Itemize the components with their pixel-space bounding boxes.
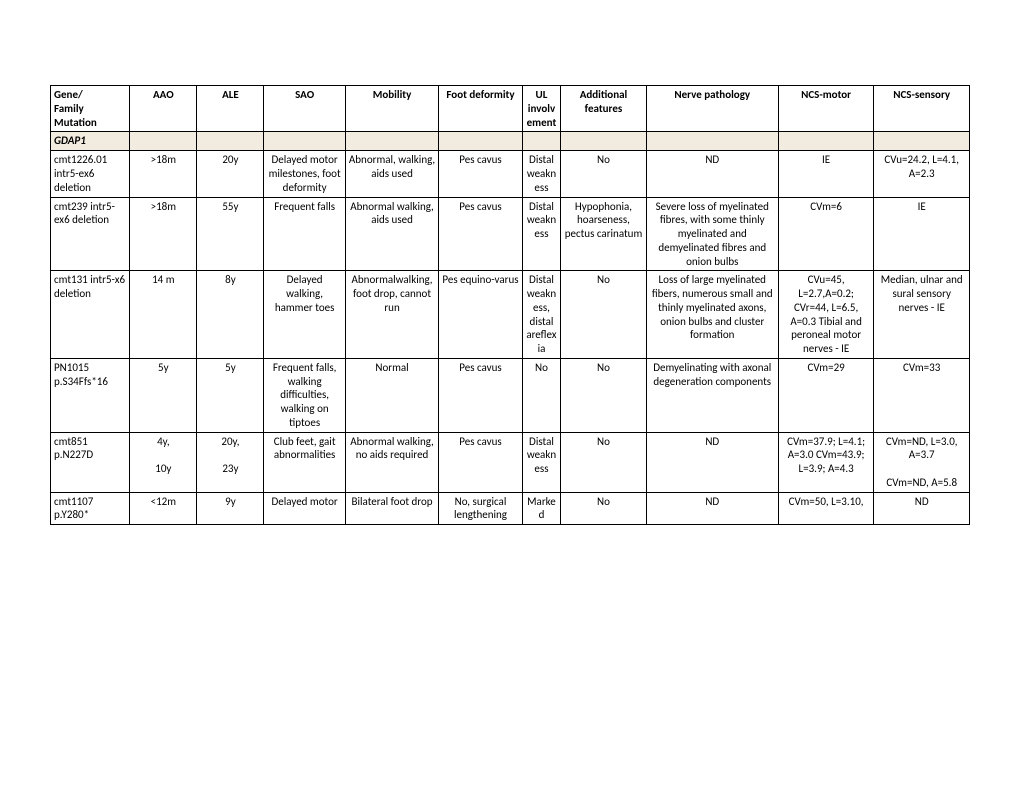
table-row: cmt131 intr5-x6 deletion14 m8yDelayed wa… bbox=[51, 271, 970, 359]
table-cell: cmt131 intr5-x6 deletion bbox=[51, 271, 130, 359]
table-row: cmt851 p.N227D4y,10y20y,23yClub feet, ga… bbox=[51, 432, 970, 492]
table-cell: CVu=45, L=2.7,A=0.2; CVr=44, L=6.5, A=0.… bbox=[778, 271, 874, 359]
column-header: Gene/FamilyMutation bbox=[51, 86, 130, 132]
table-cell: 5y bbox=[130, 358, 197, 432]
column-header: SAO bbox=[264, 86, 345, 132]
column-header: ALE bbox=[197, 86, 264, 132]
table-cell: Demyelinating with axonal degeneration c… bbox=[646, 358, 778, 432]
section-empty-cell bbox=[197, 132, 264, 151]
table-cell: >18m bbox=[130, 151, 197, 197]
table-cell: No bbox=[561, 492, 646, 525]
table-cell: ND bbox=[646, 432, 778, 492]
table-cell: Bilateral foot drop bbox=[345, 492, 439, 525]
table-cell: Hypophonia, hoarseness, pectus carinatum bbox=[561, 197, 646, 271]
table-cell: Distal weakness bbox=[522, 432, 561, 492]
column-header: Foot deformity bbox=[439, 86, 522, 132]
table-cell: IE bbox=[778, 151, 874, 197]
table-cell: 4y,10y bbox=[130, 432, 197, 492]
table-cell: No bbox=[561, 358, 646, 432]
table-cell: Club feet, gait abnormalities bbox=[264, 432, 345, 492]
column-header: UL involvement bbox=[522, 86, 561, 132]
table-cell: CVm=6 bbox=[778, 197, 874, 271]
table-cell: 20y,23y bbox=[197, 432, 264, 492]
table-cell: 55y bbox=[197, 197, 264, 271]
section-empty-cell bbox=[778, 132, 874, 151]
table-cell: Delayed motor milestones, foot deformity bbox=[264, 151, 345, 197]
table-cell: IE bbox=[874, 197, 970, 271]
section-empty-cell bbox=[345, 132, 439, 151]
table-cell: ND bbox=[646, 492, 778, 525]
table-cell: 20y bbox=[197, 151, 264, 197]
table-cell: Severe loss of myelinated fibres, with s… bbox=[646, 197, 778, 271]
table-cell: Frequent falls bbox=[264, 197, 345, 271]
section-empty-cell bbox=[561, 132, 646, 151]
table-cell: 8y bbox=[197, 271, 264, 359]
section-empty-cell bbox=[522, 132, 561, 151]
table-cell: Pes cavus bbox=[439, 432, 522, 492]
section-row: GDAP1 bbox=[51, 132, 970, 151]
table-cell: Abnormal walking, no aids required bbox=[345, 432, 439, 492]
table-cell: Abnormal, walking, aids used bbox=[345, 151, 439, 197]
table-cell: CVm=37.9; L=4.1; A=3.0 CVm=43.9; L=3.9; … bbox=[778, 432, 874, 492]
table-cell: No, surgical lengthening bbox=[439, 492, 522, 525]
table-cell: ND bbox=[646, 151, 778, 197]
table-cell: CVm=33 bbox=[874, 358, 970, 432]
table-cell: ND bbox=[874, 492, 970, 525]
table-cell: No bbox=[561, 271, 646, 359]
section-label: GDAP1 bbox=[51, 132, 130, 151]
section-empty-cell bbox=[130, 132, 197, 151]
table-row: cmt1107 p.Y280*<12m9yDelayed motorBilate… bbox=[51, 492, 970, 525]
section-empty-cell bbox=[646, 132, 778, 151]
table-cell: Pes cavus bbox=[439, 197, 522, 271]
table-cell: CVm=29 bbox=[778, 358, 874, 432]
section-empty-cell bbox=[264, 132, 345, 151]
table-cell: Marked bbox=[522, 492, 561, 525]
table-cell: cmt851 p.N227D bbox=[51, 432, 130, 492]
table-cell: No bbox=[561, 151, 646, 197]
clinical-table: Gene/FamilyMutationAAOALESAOMobilityFoot… bbox=[50, 85, 970, 525]
table-cell: Distal weakness bbox=[522, 197, 561, 271]
table-cell: CVm=ND, L=3.0, A=3.7CVm=ND, A=5.8 bbox=[874, 432, 970, 492]
table-cell: Pes cavus bbox=[439, 151, 522, 197]
table-row: cmt1226.01 intr5-ex6 deletion>18m20yDela… bbox=[51, 151, 970, 197]
table-cell: >18m bbox=[130, 197, 197, 271]
table-row: cmt239 intr5-ex6 deletion>18m55yFrequent… bbox=[51, 197, 970, 271]
table-cell: cmt239 intr5-ex6 deletion bbox=[51, 197, 130, 271]
table-cell: No bbox=[522, 358, 561, 432]
table-cell: PN1015 p.S34Ffs*16 bbox=[51, 358, 130, 432]
table-cell: 9y bbox=[197, 492, 264, 525]
table-header: Gene/FamilyMutationAAOALESAOMobilityFoot… bbox=[51, 86, 970, 132]
table-cell: Loss of large myelinated fibers, numerou… bbox=[646, 271, 778, 359]
table-cell: Delayed motor bbox=[264, 492, 345, 525]
column-header: AAO bbox=[130, 86, 197, 132]
section-empty-cell bbox=[874, 132, 970, 151]
table-cell: cmt1226.01 intr5-ex6 deletion bbox=[51, 151, 130, 197]
table-cell: <12m bbox=[130, 492, 197, 525]
table-cell: Median, ulnar and sural sensory nerves -… bbox=[874, 271, 970, 359]
table-cell: Distal weakness, distal areflexia bbox=[522, 271, 561, 359]
column-header: Additional features bbox=[561, 86, 646, 132]
column-header: Nerve pathology bbox=[646, 86, 778, 132]
table-cell: Delayed walking, hammer toes bbox=[264, 271, 345, 359]
table-cell: No bbox=[561, 432, 646, 492]
table-cell: cmt1107 p.Y280* bbox=[51, 492, 130, 525]
table-cell: CVu=24.2, L=4.1, A=2.3 bbox=[874, 151, 970, 197]
table-cell: CVm=50, L=3.10, bbox=[778, 492, 874, 525]
table-row: PN1015 p.S34Ffs*165y5yFrequent falls, wa… bbox=[51, 358, 970, 432]
table-cell: Abnormal walking, aids used bbox=[345, 197, 439, 271]
column-header: NCS-sensory bbox=[874, 86, 970, 132]
table-cell: 14 m bbox=[130, 271, 197, 359]
column-header: NCS-motor bbox=[778, 86, 874, 132]
table-body: GDAP1cmt1226.01 intr5-ex6 deletion>18m20… bbox=[51, 132, 970, 525]
section-empty-cell bbox=[439, 132, 522, 151]
table-cell: Abnormalwalking, foot drop, cannot run bbox=[345, 271, 439, 359]
table-cell: Pes cavus bbox=[439, 358, 522, 432]
table-cell: Pes equino-varus bbox=[439, 271, 522, 359]
column-header: Mobility bbox=[345, 86, 439, 132]
table-cell: 5y bbox=[197, 358, 264, 432]
table-cell: Frequent falls, walking difficulties, wa… bbox=[264, 358, 345, 432]
table-cell: Normal bbox=[345, 358, 439, 432]
table-cell: Distal weakness bbox=[522, 151, 561, 197]
document-page: Gene/FamilyMutationAAOALESAOMobilityFoot… bbox=[0, 0, 1020, 525]
